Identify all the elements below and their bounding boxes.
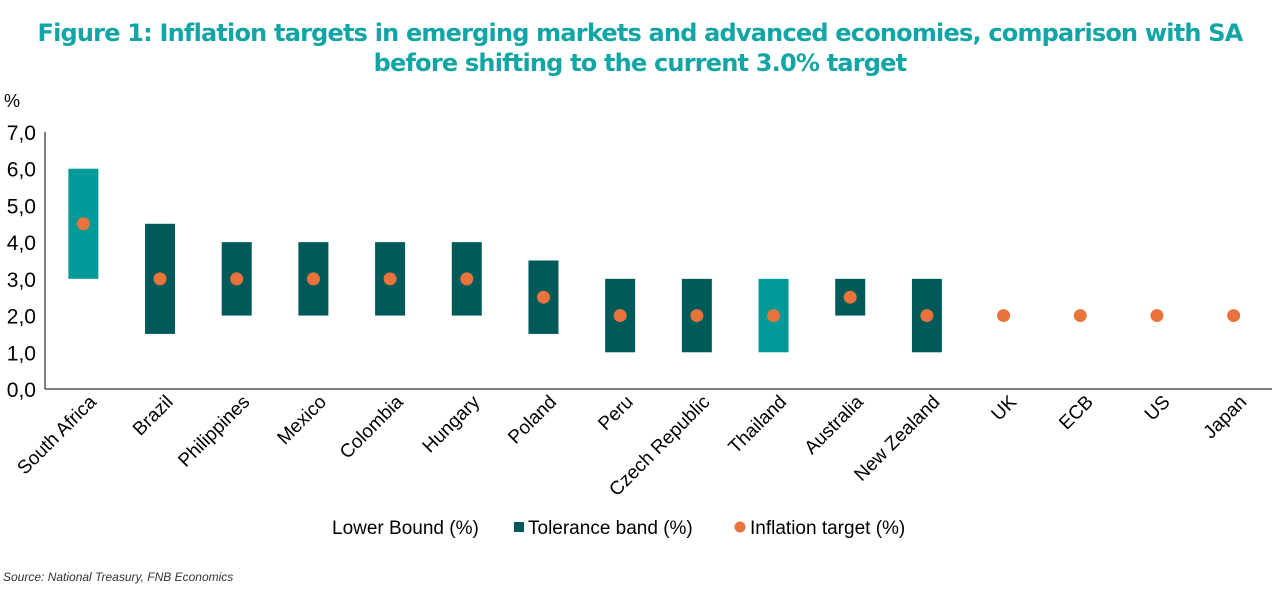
inflation-target-marker [383, 272, 397, 286]
inflation-target-marker [306, 272, 320, 286]
inflation-target-marker [1150, 309, 1164, 323]
x-tick-label: Poland [504, 392, 561, 449]
inflation-target-marker [230, 272, 244, 286]
x-tick-label: Colombia [336, 391, 408, 463]
inflation-target-marker [920, 309, 934, 323]
inflation-target-marker [767, 309, 781, 323]
inflation-target-marker [76, 217, 90, 231]
x-tick-label: South Africa [14, 391, 102, 479]
y-tick-label: 5,0 [7, 195, 36, 218]
x-tick-label: Japan [1200, 392, 1251, 443]
legend-label-lower-bound: Lower Bound (%) [332, 518, 479, 539]
legend-label-inflation-target: Inflation target (%) [750, 518, 905, 539]
inflation-target-marker [536, 290, 550, 304]
inflation-target-marker [1073, 309, 1087, 323]
inflation-target-marker [153, 272, 167, 286]
x-tick-label: Peru [594, 392, 637, 435]
inflation-target-marker [843, 290, 857, 304]
x-tick-label: Philippines [174, 392, 254, 472]
source-note: Source: National Treasury, FNB Economics [3, 570, 234, 584]
x-tick-label: Hungary [419, 391, 485, 457]
y-tick-label: 1,0 [7, 342, 36, 365]
inflation-target-marker [460, 272, 474, 286]
y-axis-label: % [4, 91, 20, 111]
y-tick-label: 3,0 [7, 269, 36, 292]
legend-swatch-tolerance-band [514, 522, 524, 532]
legend-label-tolerance-band: Tolerance band (%) [528, 518, 693, 539]
x-tick-label: UK [988, 391, 1022, 425]
inflation-target-marker [613, 309, 627, 323]
x-tick-label: Thailand [725, 392, 791, 458]
inflation-target-marker [1227, 309, 1241, 323]
legend-swatch-inflation-target [734, 521, 746, 533]
y-tick-label: 0,0 [7, 379, 36, 402]
x-tick-label: ECB [1055, 392, 1097, 434]
x-tick-label: Mexico [274, 392, 331, 449]
x-tick-label: Brazil [129, 392, 177, 440]
x-tick-label: US [1141, 392, 1175, 426]
chart-title: Figure 1: Inflation targets in emerging … [37, 19, 1244, 77]
y-tick-label: 6,0 [7, 159, 36, 182]
y-tick-label: 4,0 [7, 232, 36, 255]
inflation-target-marker [997, 309, 1011, 323]
x-tick-label: Australia [801, 391, 868, 458]
inflation-target-marker [690, 309, 704, 323]
y-tick-label: 7,0 [7, 122, 36, 145]
y-tick-label: 2,0 [7, 306, 36, 329]
